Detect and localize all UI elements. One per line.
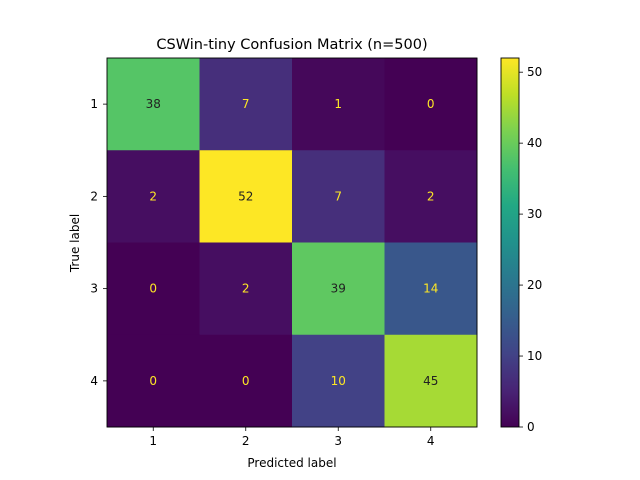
chart-title: CSWin-tiny Confusion Matrix (n=500) bbox=[156, 37, 427, 53]
cell-value-label: 7 bbox=[334, 189, 342, 203]
heatmap-cell bbox=[292, 150, 385, 243]
x-tick-label: 1 bbox=[149, 434, 157, 448]
cell-value-label: 0 bbox=[149, 282, 157, 296]
colorbar-gradient bbox=[501, 58, 519, 427]
colorbar-ticks: 0 10 20 30 40 50 bbox=[519, 65, 542, 434]
x-axis-ticks: 1 2 3 4 bbox=[149, 427, 435, 448]
y-tick-label: 2 bbox=[90, 189, 98, 203]
colorbar-tick-label: 0 bbox=[527, 420, 535, 434]
colorbar-frame bbox=[500, 57, 520, 428]
colorbar-tick-label: 40 bbox=[527, 136, 542, 150]
cell-value-label: 0 bbox=[149, 374, 157, 388]
colorbar-tick-label: 30 bbox=[527, 207, 542, 221]
heatmap-cell bbox=[292, 58, 385, 151]
cell-value-label: 2 bbox=[149, 189, 157, 203]
y-tick-label: 4 bbox=[90, 374, 98, 388]
heatmap-cell bbox=[292, 242, 385, 336]
cell-value-label: 2 bbox=[242, 282, 250, 296]
heatmap-cell bbox=[199, 150, 293, 243]
x-tick-label: 4 bbox=[427, 434, 435, 448]
cell-value-label: 0 bbox=[242, 374, 250, 388]
heatmap-cell bbox=[384, 150, 478, 243]
x-axis-label: Predicted label bbox=[247, 456, 336, 470]
y-axis-label: True label bbox=[68, 214, 82, 273]
y-axis-ticks: 1 2 3 4 bbox=[90, 97, 107, 388]
heatmap-frame bbox=[106, 57, 478, 428]
colorbar-tick-label: 50 bbox=[527, 65, 542, 79]
heatmap-cell bbox=[384, 58, 478, 151]
colorbar: 0 10 20 30 40 50 bbox=[500, 57, 542, 434]
heatmap-cell bbox=[199, 334, 293, 428]
x-tick-label: 2 bbox=[242, 434, 250, 448]
x-tick-label: 3 bbox=[334, 434, 342, 448]
y-tick-label: 3 bbox=[90, 282, 98, 296]
cell-value-label: 10 bbox=[331, 374, 346, 388]
cell-value-label: 39 bbox=[331, 282, 346, 296]
colorbar-tick-label: 20 bbox=[527, 278, 542, 292]
y-tick-label: 1 bbox=[90, 97, 98, 111]
colorbar-tick-label: 10 bbox=[527, 349, 542, 363]
heatmap-cell bbox=[292, 334, 385, 428]
heatmap-cells: 38 7 1 02 52 7 20 2 39 140 0 10 45 bbox=[107, 58, 478, 428]
heatmap-cell bbox=[199, 58, 293, 151]
cell-value-label: 0 bbox=[427, 97, 435, 111]
cell-value-label: 1 bbox=[334, 97, 342, 111]
cell-value-label: 45 bbox=[423, 374, 438, 388]
heatmap-cell bbox=[384, 242, 478, 336]
cell-value-label: 52 bbox=[238, 189, 253, 203]
cell-value-label: 2 bbox=[427, 189, 435, 203]
heatmap-cell bbox=[384, 334, 478, 428]
cell-value-label: 7 bbox=[242, 97, 250, 111]
heatmap-cell bbox=[107, 150, 200, 243]
heatmap-cell bbox=[107, 334, 200, 428]
heatmap-cell bbox=[107, 242, 200, 336]
heatmap-cell bbox=[199, 242, 293, 336]
heatmap-cell bbox=[107, 58, 200, 151]
cell-value-label: 14 bbox=[423, 282, 438, 296]
cell-value-label: 38 bbox=[146, 97, 161, 111]
